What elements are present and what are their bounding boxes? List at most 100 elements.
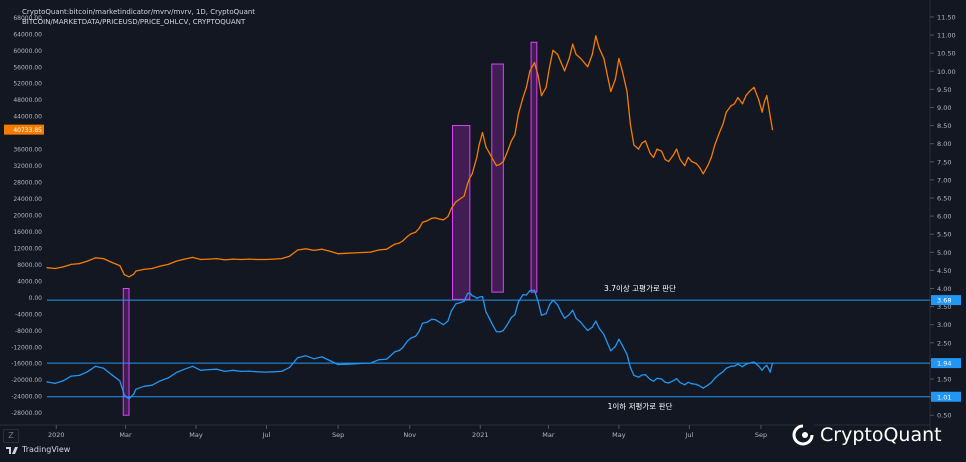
mvrv-point (766, 364, 768, 366)
mvrv-point (560, 311, 562, 313)
annotations: 3.7이상 고평가로 판단 1이하 저평가로 판단 (604, 283, 676, 411)
mvrv-point (741, 366, 744, 368)
price-point (506, 152, 508, 154)
mvrv-point (329, 360, 331, 362)
price-point (679, 158, 681, 160)
price-point (758, 99, 760, 101)
last-price-label: 40733.85 (13, 127, 42, 134)
mvrv-point (62, 380, 64, 382)
settings-icon[interactable]: Z (3, 429, 19, 443)
left-tick-label: -8000.00 (15, 328, 42, 335)
price-point (224, 259, 226, 261)
price-point (564, 70, 566, 72)
mvrv-point (522, 294, 524, 296)
price-point (297, 249, 299, 251)
price-point (644, 140, 647, 142)
price-line (46, 35, 774, 278)
mvrv-point (232, 369, 234, 371)
mvrv-point (369, 362, 372, 364)
price-point (580, 57, 582, 60)
price-point (684, 165, 686, 167)
price-point (280, 258, 283, 260)
price-point (618, 57, 620, 60)
mvrv-point (434, 319, 436, 321)
mvrv-point (46, 381, 48, 383)
left-tick-label: 32000.00 (13, 163, 42, 170)
left-tick-label: 0.00 (29, 295, 43, 302)
price-point (78, 263, 80, 265)
mvrv-point (664, 381, 666, 383)
mvrv-point (676, 378, 678, 380)
price-point (699, 167, 701, 169)
right-tick-label: 4.00 (937, 285, 951, 293)
right-tick-label: 6.50 (937, 194, 951, 202)
mvrv-point (656, 377, 658, 379)
price-point (208, 258, 210, 260)
price-point (763, 101, 766, 103)
mvrv-point (421, 322, 424, 324)
price-point (123, 274, 125, 276)
price-point (46, 267, 48, 269)
mvrv-point (123, 394, 125, 396)
left-tick-label: 28000.00 (13, 180, 42, 187)
x-tick-label: May (189, 431, 203, 439)
price-point (321, 248, 323, 250)
price-point (466, 183, 469, 185)
mvrv-point (753, 361, 755, 363)
price-point (668, 160, 670, 163)
mvrv-point (568, 314, 570, 316)
right-tick-label: 1.50 (937, 376, 951, 384)
mvrv-point (540, 314, 543, 316)
reference-annotation: 1이하 저평가로 판단 (608, 401, 673, 411)
mvrv-point (70, 375, 72, 377)
mvrv-point (492, 324, 494, 326)
price-point (485, 146, 487, 148)
tradingview-logo[interactable]: TradingView (6, 445, 70, 454)
mvrv-point (86, 371, 88, 373)
highlight-region (122, 288, 130, 416)
price-point (111, 261, 113, 263)
price-point (695, 162, 697, 165)
price-point (240, 258, 242, 261)
mvrv-point (111, 374, 113, 376)
right-tick-label: 3.50 (937, 303, 951, 311)
reference-lines (47, 299, 930, 398)
left-tick-label: 60000.00 (13, 48, 42, 55)
mvrv-point (167, 377, 169, 379)
right-tick-label: 0.50 (937, 412, 951, 420)
price-point (771, 129, 774, 131)
price-point (135, 270, 137, 272)
mvrv-point (439, 321, 441, 324)
price-point (414, 231, 417, 233)
price-point (769, 115, 771, 117)
price-point (702, 173, 704, 175)
price-point (748, 90, 751, 93)
reference-badge-label: 1.94 (937, 360, 951, 368)
mvrv-point (466, 293, 469, 295)
mvrv-point (606, 342, 608, 344)
price-point (167, 263, 169, 265)
mvrv-point (603, 333, 605, 336)
price-point (718, 132, 721, 134)
mvrv-point (583, 325, 585, 328)
price-point (626, 90, 628, 93)
price-point (394, 243, 396, 245)
price-point (492, 158, 494, 160)
reference-badge (931, 391, 961, 402)
price-point (62, 266, 64, 268)
highlight-region (491, 63, 504, 293)
mvrv-point (549, 304, 551, 306)
price-point (710, 156, 712, 158)
price-point (192, 256, 194, 258)
mvrv-point (641, 374, 643, 376)
tradingview-label: TradingView (22, 445, 71, 454)
price-point (361, 251, 363, 254)
price-point (54, 267, 56, 270)
mvrv-point (426, 321, 428, 323)
mvrv-point (361, 362, 363, 364)
x-tick-label: Jul (262, 431, 271, 439)
price-point (353, 252, 355, 254)
left-tick-label: 48000.00 (13, 97, 42, 104)
price-point (183, 258, 186, 260)
mvrv-point (143, 385, 145, 387)
